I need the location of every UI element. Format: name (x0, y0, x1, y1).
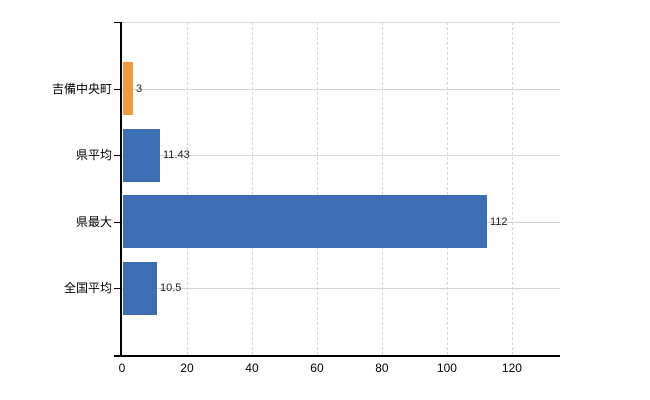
x-gridline-60 (316, 22, 318, 355)
category-label-県平均: 県平均 (75, 148, 112, 162)
x-gridline-100 (446, 22, 448, 355)
category-tick (114, 89, 121, 90)
value-label: 3 (136, 83, 143, 95)
category-gridline (122, 288, 560, 289)
x-tick-label-100: 100 (436, 361, 457, 375)
x-tick-label-20: 20 (180, 361, 194, 375)
x-axis-line (114, 355, 560, 357)
x-tick-label-80: 80 (375, 361, 389, 375)
x-tick-label-120: 120 (501, 361, 522, 375)
y-axis-line (120, 22, 122, 355)
x-tick-label-40: 40 (245, 361, 259, 375)
category-label-全国平均: 全国平均 (63, 281, 112, 295)
value-label: 10.5 (160, 282, 182, 294)
category-tick (114, 288, 121, 289)
x-tick-label-60: 60 (310, 361, 324, 375)
x-gridline-40 (251, 22, 253, 355)
value-label: 112 (490, 216, 508, 228)
bar-全国平均 (123, 262, 157, 315)
category-tick (114, 155, 121, 156)
y-axis-top-tick (114, 22, 122, 23)
category-tick (114, 222, 121, 223)
category-gridline (122, 89, 560, 90)
bar-県平均 (123, 129, 160, 182)
x-gridline-120 (511, 22, 513, 355)
x-gridline-80 (381, 22, 383, 355)
bar-県最大 (123, 195, 487, 248)
category-label-吉備中央町: 吉備中央町 (51, 82, 112, 96)
category-gridline (122, 155, 560, 156)
plot-top-gridline (122, 22, 560, 23)
value-label: 11.43 (163, 149, 190, 161)
bar-吉備中央町 (123, 62, 133, 115)
plot-area: 3 11.43 112 10.5 (122, 22, 560, 355)
x-gridline-20 (186, 22, 188, 355)
category-label-県最大: 県最大 (75, 215, 112, 229)
x-tick-label-0: 0 (118, 361, 126, 375)
